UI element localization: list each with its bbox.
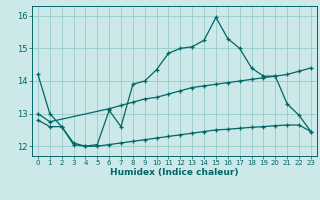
X-axis label: Humidex (Indice chaleur): Humidex (Indice chaleur) — [110, 168, 239, 177]
